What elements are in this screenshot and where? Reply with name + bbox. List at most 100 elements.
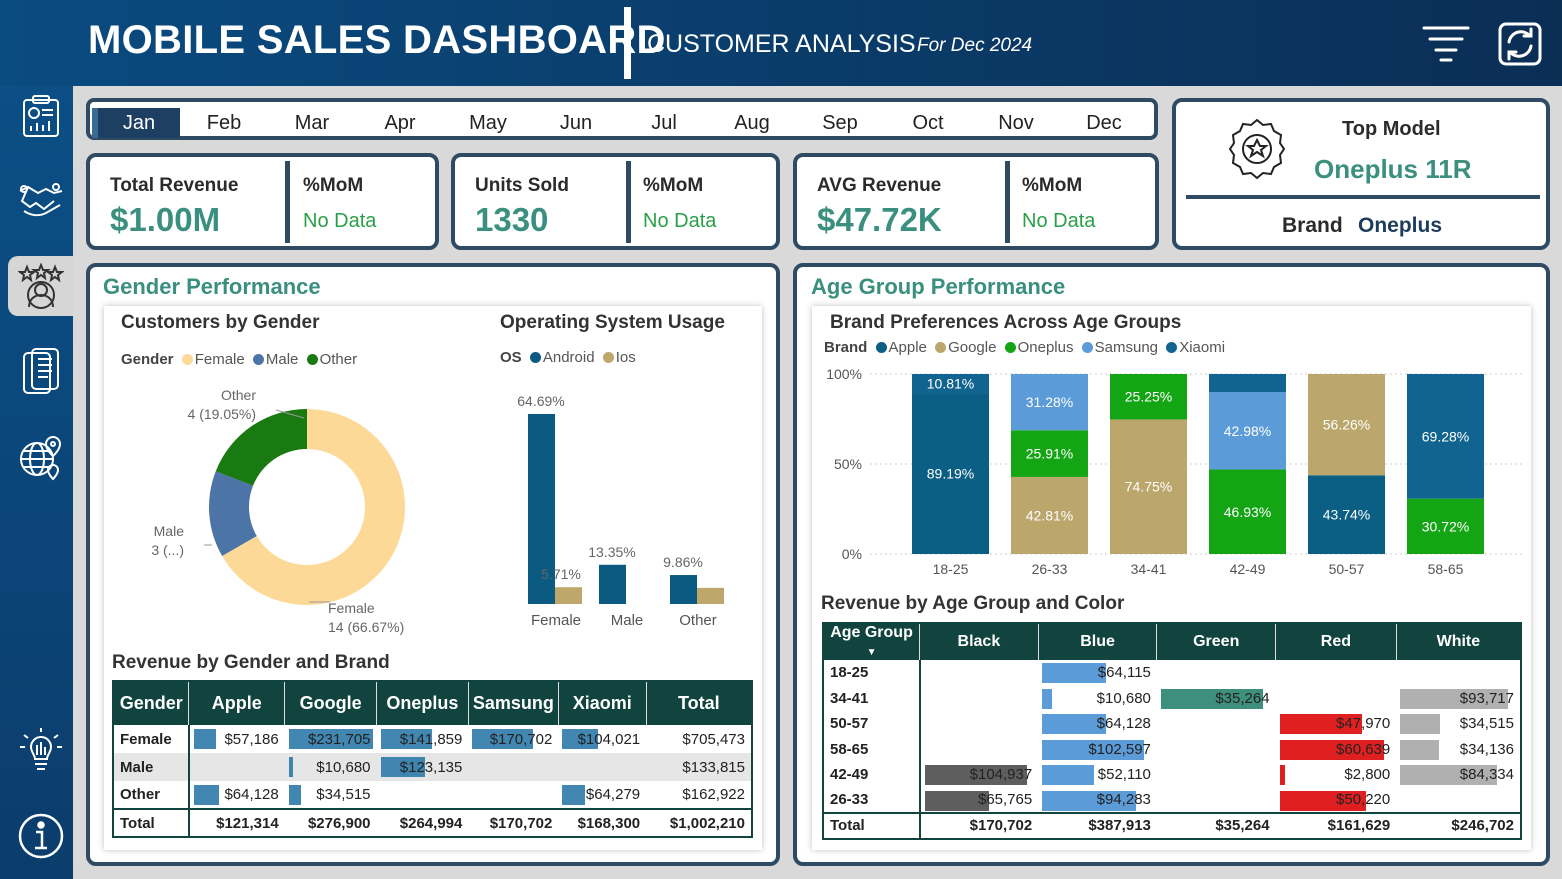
cell-text: $121,314 <box>216 814 279 832</box>
top-model-divider <box>1186 195 1540 199</box>
month-apr[interactable]: Apr <box>384 112 416 134</box>
data-bar <box>1042 714 1107 734</box>
legend-female: Female <box>194 351 245 368</box>
age-data-label: 46.93% <box>1224 504 1271 520</box>
cell-text: $60,639 <box>1336 740 1391 758</box>
age-bar-samsung <box>1209 392 1286 470</box>
month-dec[interactable]: Dec <box>1086 112 1122 134</box>
nav-info[interactable] <box>8 806 73 866</box>
cell-text: $102,597 <box>1088 740 1151 758</box>
table-cell: $50,220 <box>1276 788 1397 814</box>
donut-label-category: Other <box>221 387 256 403</box>
mom-label: %MoM <box>643 175 704 196</box>
nav-handshake[interactable] <box>8 170 73 230</box>
table-cell: $57,186 <box>189 725 285 753</box>
table-cell: Female <box>113 725 190 753</box>
age-bar-google <box>1110 419 1187 554</box>
x-tick-label: 34-41 <box>1131 561 1167 577</box>
cell-text: $162,922 <box>682 786 745 803</box>
column-header[interactable]: Red <box>1275 623 1397 660</box>
os-bar-ios <box>555 587 582 604</box>
header-bar: MOBILE SALES DASHBOARD CUSTOMER ANALYSIS… <box>0 0 1562 86</box>
x-tick-label: 50-57 <box>1329 561 1365 577</box>
data-bar <box>1279 790 1366 811</box>
cell-text: $84,334 <box>1459 766 1514 784</box>
month-jul[interactable]: Jul <box>651 112 677 134</box>
column-header[interactable]: Oneplus <box>376 681 469 725</box>
table-cell: Other <box>113 781 190 809</box>
nav-insights[interactable] <box>8 720 73 780</box>
month-jan[interactable]: Jan <box>92 108 180 138</box>
kpi-value: 1330 <box>475 201 549 238</box>
nav-globe-location[interactable] <box>8 428 73 488</box>
data-bar <box>472 729 534 749</box>
data-bar <box>924 765 1027 785</box>
table-cell: $2,800 <box>1276 762 1397 788</box>
month-oct[interactable]: Oct <box>912 112 944 134</box>
sort-desc-icon[interactable]: ▼ <box>866 647 877 658</box>
table-cell: $35,264 <box>1157 813 1276 839</box>
nav-mobile-device[interactable] <box>8 342 73 402</box>
os-category-label: Other <box>679 612 717 629</box>
legend-xiaomi: Xiaomi <box>1179 339 1226 356</box>
month-sep[interactable]: Sep <box>822 112 858 134</box>
os-data-label: 5.71% <box>541 566 581 582</box>
column-header[interactable]: Gender <box>113 681 189 725</box>
table-cell <box>920 737 1039 763</box>
age-bar-oneplus <box>1407 498 1484 554</box>
legend-dot-xiaomi <box>1166 342 1178 353</box>
donut-label-value: 14 (66.67%) <box>328 619 404 635</box>
nav-report-chart[interactable] <box>8 86 73 146</box>
os-data-label: 9.86% <box>663 554 703 570</box>
table-row: 58-65 $102,597 $60,639 $34,136 <box>823 736 1521 763</box>
table-cell: $133,815 <box>646 753 752 781</box>
report-chart-icon <box>22 95 59 137</box>
page-subtitle: CUSTOMER ANALYSIS <box>647 30 916 58</box>
data-bar <box>924 790 989 811</box>
refresh-icon[interactable] <box>1494 18 1546 70</box>
month-mar[interactable]: Mar <box>294 112 330 134</box>
month-may[interactable]: May <box>469 112 507 134</box>
column-header[interactable]: Age Group ▼ <box>823 623 920 660</box>
mom-label: %MoM <box>1022 175 1083 196</box>
cell-text: $47,970 <box>1336 715 1391 733</box>
cell-text: Total <box>830 817 865 835</box>
column-header[interactable]: Blue <box>1037 623 1157 660</box>
nav-customer-analysis[interactable] <box>8 256 73 316</box>
legend-title: Brand <box>824 339 868 356</box>
table-cell: $162,922 <box>646 781 752 809</box>
table-cell: $64,115 <box>1038 660 1157 686</box>
table-cell: $170,702 <box>468 725 558 753</box>
column-header[interactable]: White <box>1395 623 1521 660</box>
month-feb[interactable]: Feb <box>206 112 242 134</box>
brand-legend: Brand Apple Google Oneplus Samsung Xiaom… <box>824 339 1225 356</box>
os-bar-android <box>670 575 697 604</box>
table-cell: $104,021 <box>558 725 646 753</box>
column-header[interactable]: Xiaomi <box>557 681 647 725</box>
column-header[interactable]: Google <box>284 681 377 725</box>
cell-text: $170,702 <box>489 814 553 832</box>
legend-dot-android <box>529 352 541 363</box>
kpi-divider <box>1005 161 1010 243</box>
gender-donut-chart: Female 14 (66.67%) Male 3 (...) Other 4 (19.0… <box>151 387 405 635</box>
column-header[interactable]: Green <box>1156 623 1276 660</box>
column-header[interactable]: Apple <box>188 681 285 725</box>
month-aug[interactable]: Aug <box>734 112 770 134</box>
cell-text: $264,994 <box>399 814 463 832</box>
table-cell <box>558 753 646 781</box>
age-bar-oneplus <box>1110 374 1187 420</box>
cell-text: $35,264 <box>1215 689 1270 707</box>
column-header[interactable]: Total <box>645 681 752 725</box>
kpi-label: Total Revenue <box>110 175 239 196</box>
filter-icon[interactable] <box>1420 18 1472 70</box>
month-nov[interactable]: Nov <box>998 112 1034 134</box>
column-header[interactable]: Black <box>919 623 1039 660</box>
period-label: For Dec 2024 <box>917 35 1033 56</box>
table-cell: $34,515 <box>285 781 377 809</box>
column-header[interactable]: Samsung <box>467 681 559 725</box>
os-legend: OS Android Ios <box>500 349 636 366</box>
month-jun[interactable]: Jun <box>559 112 593 134</box>
table-row: Total $170,702 $387,913 $35,264 $161,629 $246… <box>823 813 1521 839</box>
cell-text: $168,300 <box>577 814 641 832</box>
age-bar-samsung <box>1011 374 1088 431</box>
